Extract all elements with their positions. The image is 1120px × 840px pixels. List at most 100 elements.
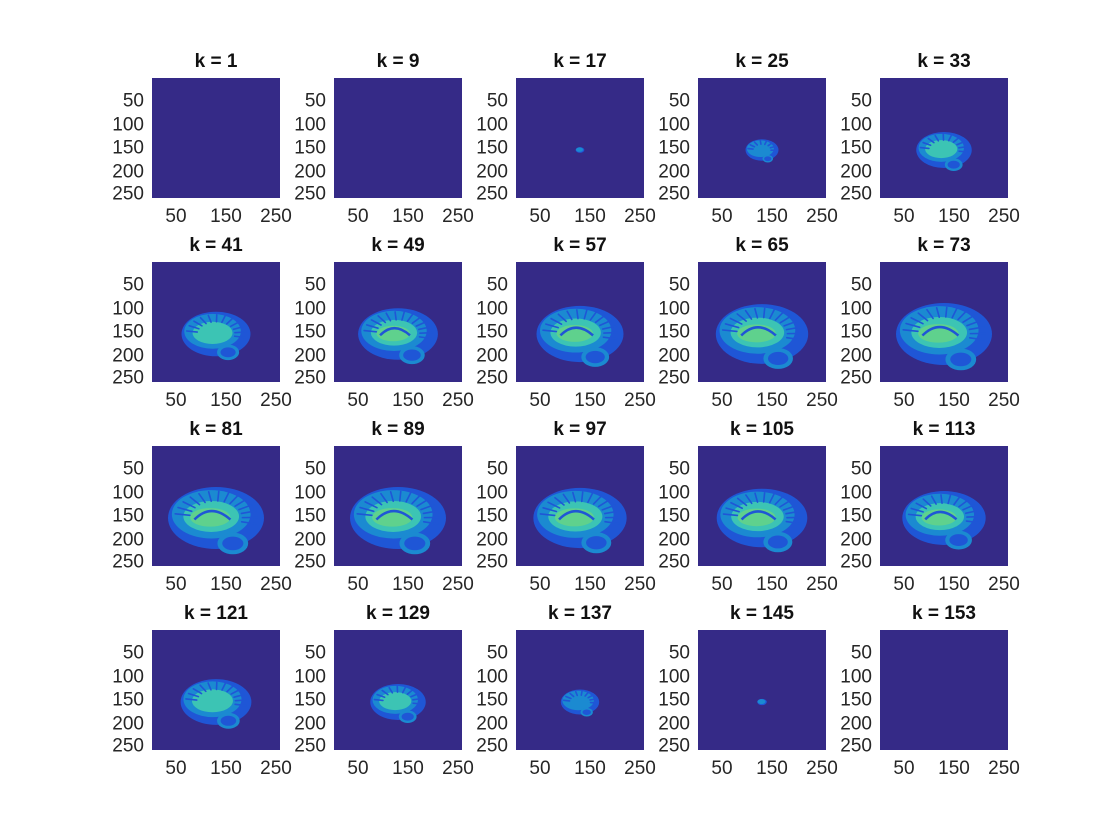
y-tick-label: 200 bbox=[840, 161, 872, 183]
y-tick-label: 50 bbox=[122, 90, 144, 112]
x-tick-label: 150 bbox=[938, 758, 970, 779]
brain-cross-section bbox=[536, 305, 624, 367]
y-tick-label: 200 bbox=[294, 345, 326, 367]
brain-cross-section bbox=[902, 491, 986, 550]
x-tick-label: 250 bbox=[988, 390, 1020, 411]
y-tick-label: 150 bbox=[658, 505, 690, 527]
panel-title: k = 57 bbox=[553, 235, 607, 256]
y-tick-label: 200 bbox=[658, 161, 690, 183]
y-tick-label: 200 bbox=[294, 529, 326, 551]
slice-panel: k = 41 50 100 150 200 250 50 150 250 bbox=[112, 235, 292, 410]
y-tick-label: 200 bbox=[840, 713, 872, 735]
y-tick-label: 100 bbox=[112, 114, 144, 136]
panel-title: k = 33 bbox=[917, 51, 971, 72]
slice-image bbox=[516, 630, 644, 750]
y-tick-label: 150 bbox=[294, 321, 326, 343]
x-tick-label: 50 bbox=[529, 758, 551, 779]
y-tick-label: 250 bbox=[658, 367, 690, 389]
panel-title: k = 97 bbox=[553, 419, 607, 440]
panel-title: k = 145 bbox=[730, 603, 794, 624]
y-tick-label: 50 bbox=[486, 90, 508, 112]
x-tick-label: 50 bbox=[347, 390, 369, 411]
x-tick-label: 50 bbox=[893, 574, 915, 595]
slice-panel: k = 73 50 100 150 200 250 50 150 250 bbox=[840, 235, 1020, 410]
x-tick-label: 150 bbox=[574, 206, 606, 227]
y-tick-label: 50 bbox=[304, 458, 326, 480]
y-tick-label: 250 bbox=[294, 551, 326, 573]
y-tick-label: 200 bbox=[112, 713, 144, 735]
y-tick-label: 250 bbox=[294, 183, 326, 205]
brain-cross-section bbox=[916, 132, 972, 172]
y-tick-label: 250 bbox=[112, 183, 144, 205]
slice-panel: k = 25 50 100 150 200 250 50 150 250 bbox=[658, 51, 838, 226]
y-tick-label: 150 bbox=[112, 689, 144, 711]
y-tick-label: 150 bbox=[476, 321, 508, 343]
panel-title: k = 17 bbox=[553, 51, 607, 72]
y-tick-label: 100 bbox=[476, 298, 508, 320]
slice-panel: k = 57 50 100 150 200 250 50 150 250 bbox=[476, 235, 656, 410]
slice-panel: k = 153 50 100 150 200 250 50 150 250 bbox=[840, 603, 1020, 778]
x-tick-label: 150 bbox=[756, 390, 788, 411]
slice-image bbox=[334, 78, 462, 198]
y-tick-label: 50 bbox=[486, 458, 508, 480]
y-tick-label: 100 bbox=[840, 298, 872, 320]
y-tick-label: 50 bbox=[486, 274, 508, 296]
panel-title: k = 113 bbox=[912, 419, 976, 440]
y-tick-label: 250 bbox=[840, 735, 872, 757]
y-tick-label: 200 bbox=[112, 529, 144, 551]
y-tick-label: 250 bbox=[476, 551, 508, 573]
y-tick-label: 150 bbox=[476, 505, 508, 527]
y-tick-label: 200 bbox=[476, 529, 508, 551]
slice-image bbox=[152, 446, 280, 566]
brain-cross-section bbox=[715, 304, 809, 369]
panel-title: k = 73 bbox=[917, 235, 971, 256]
y-tick-label: 50 bbox=[850, 642, 872, 664]
y-tick-label: 200 bbox=[112, 345, 144, 367]
x-tick-label: 50 bbox=[165, 390, 187, 411]
panel-title: k = 81 bbox=[189, 419, 243, 440]
slice-panel: k = 65 50 100 150 200 250 50 150 250 bbox=[658, 235, 838, 410]
x-tick-label: 150 bbox=[392, 206, 424, 227]
brain-cross-section bbox=[745, 139, 779, 163]
y-tick-label: 50 bbox=[304, 642, 326, 664]
x-tick-label: 250 bbox=[988, 758, 1020, 779]
x-tick-label: 150 bbox=[938, 390, 970, 411]
slice-panel: k = 1 50 100 150 200 250 50 150 250 bbox=[112, 51, 292, 226]
y-tick-label: 250 bbox=[658, 183, 690, 205]
y-tick-label: 100 bbox=[294, 482, 326, 504]
slice-panel: k = 49 50 100 150 200 250 50 150 250 bbox=[294, 235, 474, 410]
slice-image bbox=[880, 630, 1008, 750]
y-tick-label: 150 bbox=[840, 505, 872, 527]
y-tick-label: 50 bbox=[122, 458, 144, 480]
slice-image bbox=[334, 630, 462, 750]
slice-panel: k = 81 50 100 150 200 250 50 150 250 bbox=[112, 419, 292, 594]
slice-background bbox=[334, 78, 462, 198]
y-tick-label: 250 bbox=[476, 735, 508, 757]
slice-panel: k = 113 50 100 150 200 250 50 150 250 bbox=[840, 419, 1020, 594]
y-tick-label: 50 bbox=[122, 642, 144, 664]
y-tick-label: 250 bbox=[476, 367, 508, 389]
x-tick-label: 150 bbox=[938, 206, 970, 227]
y-tick-label: 150 bbox=[476, 137, 508, 159]
panel-title: k = 49 bbox=[371, 235, 425, 256]
slice-background bbox=[880, 630, 1008, 750]
x-tick-label: 250 bbox=[260, 206, 292, 227]
brain-cross-section bbox=[168, 487, 264, 555]
panel-title: k = 137 bbox=[548, 603, 612, 624]
panel-title: k = 65 bbox=[735, 235, 789, 256]
slice-image bbox=[334, 262, 462, 382]
y-tick-label: 100 bbox=[476, 666, 508, 688]
x-tick-label: 150 bbox=[210, 758, 242, 779]
x-tick-label: 150 bbox=[574, 574, 606, 595]
panel-title: k = 9 bbox=[376, 51, 420, 72]
y-tick-label: 50 bbox=[486, 642, 508, 664]
brain-cross-section bbox=[370, 684, 426, 724]
slice-image bbox=[152, 78, 280, 198]
slice-image bbox=[698, 630, 826, 750]
slice-background bbox=[516, 78, 644, 198]
x-tick-label: 150 bbox=[392, 390, 424, 411]
x-tick-label: 50 bbox=[347, 574, 369, 595]
y-tick-label: 150 bbox=[294, 505, 326, 527]
y-tick-label: 250 bbox=[294, 367, 326, 389]
y-tick-label: 50 bbox=[850, 90, 872, 112]
